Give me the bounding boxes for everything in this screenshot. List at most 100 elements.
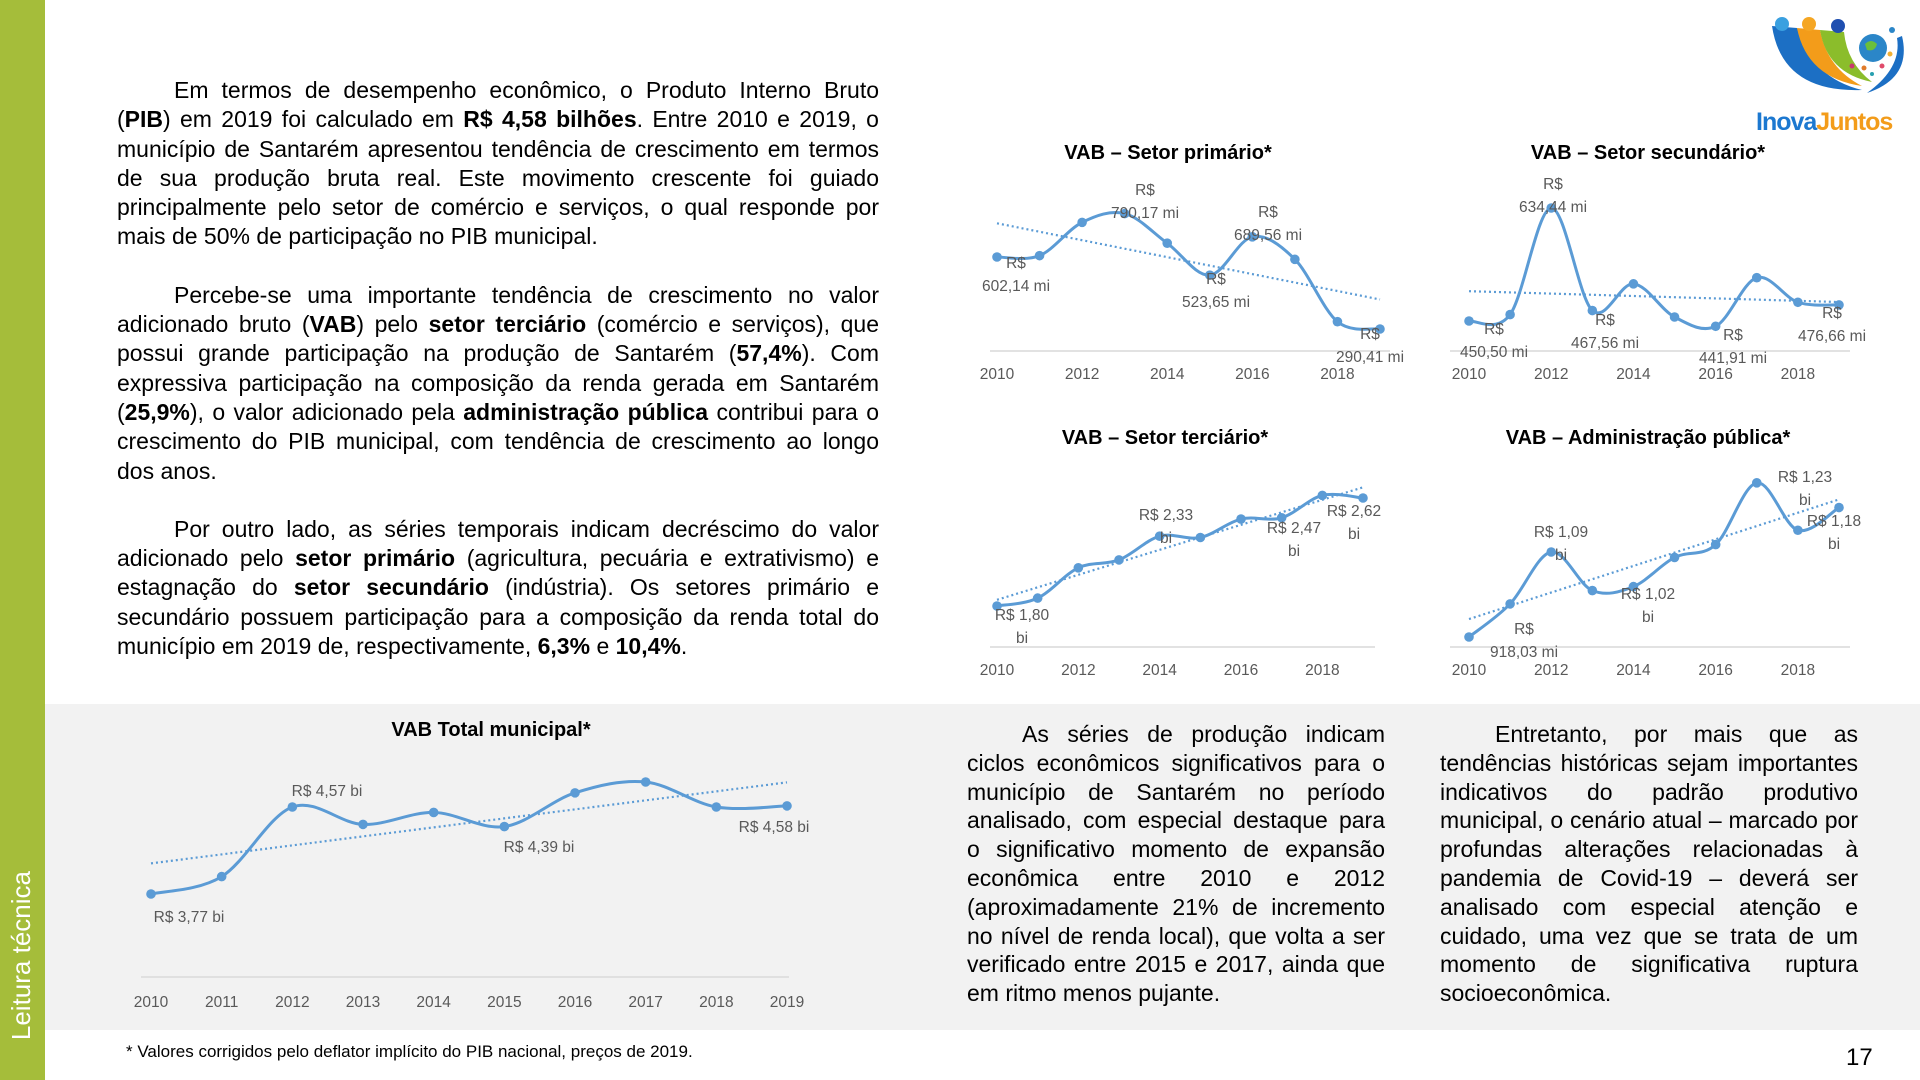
data-point (1162, 238, 1173, 248)
data-point (1464, 316, 1474, 326)
bold-text: PIB (124, 106, 164, 133)
data-label: R$ (1543, 176, 1563, 193)
text: e (590, 633, 616, 660)
paragraph: Entretanto, por mais que as tendências h… (1440, 721, 1858, 1007)
x-tick-label: 2014 (1616, 662, 1651, 679)
data-label: 523,65 mi (1182, 294, 1250, 311)
bold-text: R$ 4,58 bilhões (463, 106, 637, 133)
data-label: bi (1555, 547, 1567, 564)
x-tick-label: 2012 (1061, 662, 1095, 679)
data-label: R$ (1822, 305, 1842, 322)
data-point (1793, 297, 1803, 308)
series-line (996, 211, 1381, 331)
data-label: 634,44 mi (1519, 199, 1587, 216)
data-label: 467,56 mi (1571, 335, 1639, 352)
text: contribui para o crescimento do PIB muni… (117, 398, 879, 484)
data-point (1077, 217, 1087, 228)
trendline (1468, 498, 1840, 621)
page-number: 17 (1846, 1044, 1873, 1071)
data-point (1317, 490, 1328, 501)
data-point (1587, 585, 1598, 596)
x-tick-label: 2018 (1320, 366, 1354, 383)
data-label: 290,41 mi (1336, 349, 1404, 366)
trendline (1468, 290, 1840, 304)
data-point (1464, 632, 1474, 642)
x-tick-label: 2016 (1698, 662, 1732, 679)
data-label: 450,50 mi (1460, 344, 1528, 361)
x-tick-label: 2018 (1781, 662, 1815, 679)
data-point (1751, 478, 1762, 488)
data-point (1505, 599, 1515, 609)
x-tick-label: 2016 (1235, 366, 1269, 383)
chart-title: VAB – Setor terciário* (1062, 427, 1269, 449)
data-label: bi (1348, 526, 1360, 543)
bold-text: setor terciário (428, 311, 587, 338)
x-tick-label: 2012 (1534, 366, 1568, 383)
sidebar: Leitura técnica (0, 0, 45, 1080)
analysis-text: Em termos de desempenho econômico, o Pro… (117, 76, 879, 690)
bold-text: setor secundário (293, 574, 489, 601)
data-label: 441,91 mi (1699, 350, 1767, 367)
data-point (1332, 316, 1343, 327)
x-tick-label: 2016 (1224, 662, 1258, 679)
data-label: R$ 1,23 (1778, 469, 1832, 486)
chart-administracao: VAB – Administração pública* 2010 2012 2014… (1450, 427, 1861, 679)
data-point (1034, 250, 1045, 261)
x-tick-label: 2014 (1142, 662, 1177, 679)
data-point (1114, 555, 1124, 565)
x-tick-label: 2010 (1452, 366, 1487, 383)
data-point (1375, 324, 1385, 334)
data-point (1247, 232, 1258, 242)
paragraph: Percebe-se uma importante tendência de c… (117, 281, 879, 486)
text: (comércio e serviços), que possui grande… (117, 311, 879, 367)
data-label: R$ (1135, 182, 1155, 199)
logo-wordmark: InovaJuntos (1756, 108, 1893, 136)
series-line (996, 492, 1364, 608)
data-label: bi (1828, 536, 1840, 553)
data-label: 689,56 mi (1234, 227, 1302, 244)
chart-secundario: VAB – Setor secundário* 2010 2012 2014 2016 2… (1450, 142, 1866, 383)
bold-text: 57,4% (736, 340, 802, 367)
data-point (1546, 547, 1557, 557)
text: ), o valor adicionado pela (189, 398, 464, 425)
chart-title: VAB – Setor secundário* (1531, 142, 1765, 164)
data-label: R$ 1,18 (1807, 513, 1861, 530)
data-label: bi (1288, 543, 1300, 560)
data-point (1195, 532, 1206, 543)
chart-title: VAB – Setor primário* (1064, 142, 1272, 164)
x-tick-label: 2012 (1065, 366, 1099, 383)
data-label: R$ 1,09 (1534, 524, 1588, 541)
data-point (1154, 531, 1165, 541)
data-point (1032, 593, 1043, 603)
bold-text: 10,4% (615, 633, 681, 660)
data-point (1587, 305, 1598, 316)
data-label: R$ (1258, 204, 1278, 221)
data-label: R$ (1360, 326, 1380, 343)
text: Percebe-se uma importante tendência de c… (117, 281, 879, 338)
data-label: R$ (1006, 255, 1026, 272)
bold-text: setor primário (295, 545, 456, 572)
x-tick-label: 2012 (1534, 662, 1568, 679)
series-line (1468, 481, 1840, 639)
data-label: R$ 1,02 (1621, 586, 1675, 603)
data-label: 602,14 mi (982, 278, 1050, 295)
data-point (1290, 254, 1300, 265)
x-tick-label: 2018 (1781, 366, 1815, 383)
data-point (1204, 270, 1215, 280)
data-point (1546, 203, 1557, 213)
data-label: R$ 2,33 (1139, 507, 1193, 524)
trendline (996, 486, 1364, 601)
paragraph: Em termos de desempenho econômico, o Pro… (117, 76, 879, 252)
data-point (1119, 208, 1130, 219)
logo-icon (1772, 17, 1904, 93)
data-point (1834, 300, 1844, 310)
text: Em termos de desempenho econômico, o Pro… (117, 77, 879, 133)
data-label: R$ (1595, 312, 1615, 329)
chart-title: VAB – Administração pública* (1506, 427, 1791, 449)
data-point (1834, 502, 1844, 513)
text: (agricultura, pecuária e extrativismo) e… (117, 545, 879, 601)
data-point (1669, 552, 1680, 563)
paragraph: As séries de produção indicam ciclos eco… (967, 721, 1385, 1007)
data-point (1793, 525, 1803, 536)
data-label: R$ 2,62 (1327, 503, 1381, 520)
